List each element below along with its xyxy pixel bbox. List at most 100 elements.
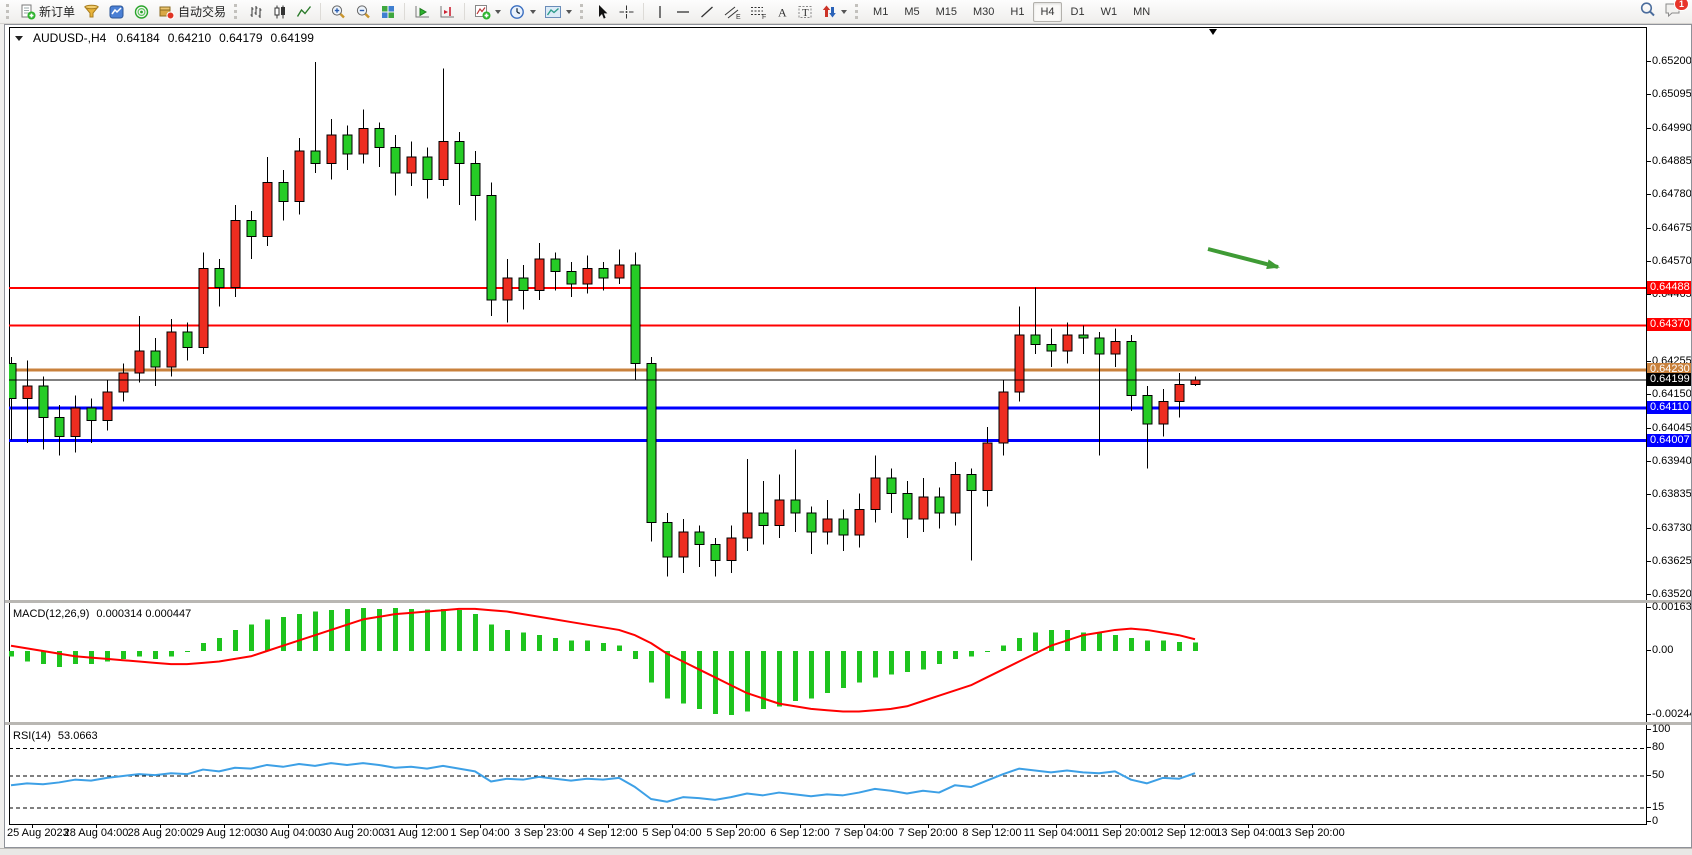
chart-canvas[interactable] (5, 25, 1691, 847)
price-tick: 0.64885 (1646, 155, 1692, 167)
price-tick: 0.64675 (1646, 221, 1692, 234)
clock-icon (510, 4, 524, 19)
crosshair-icon (619, 5, 634, 18)
time-tick: 30 Aug 04:00 (255, 827, 321, 839)
toolbar-grip[interactable] (580, 4, 586, 19)
timeframe-M15[interactable]: M15 (935, 5, 957, 18)
notification-badge: 1 (1674, 0, 1689, 11)
rsi-axis-tick: 0 (1645, 815, 1659, 827)
price-tick: 0.63940 (1646, 455, 1692, 467)
cursor-icon (599, 4, 608, 19)
auto-trading-icon (158, 4, 175, 20)
zoom-in-button[interactable] (327, 2, 350, 22)
toolbar-grip[interactable] (6, 4, 12, 19)
timeframe-D1[interactable]: D1 (1070, 5, 1085, 18)
trendline-icon (701, 6, 713, 17)
horizontal-line-tool-button[interactable] (672, 2, 694, 22)
time-tick: 31 Aug 12:00 (383, 827, 449, 839)
indicators-button[interactable] (471, 2, 504, 22)
rsi-pane-label: RSI(14) 53.0663 (13, 730, 98, 742)
chart-window[interactable]: AUDUSD-,H4 0.64184 0.64210 0.64179 0.641… (4, 24, 1692, 848)
bar-chart-icon (250, 5, 262, 18)
timeframe-M1[interactable]: M1 (873, 5, 889, 18)
auto-trading-button[interactable]: 自动交易 (155, 2, 229, 22)
chevron-down-icon (530, 9, 537, 14)
ohlc-high: 0.64210 (167, 31, 212, 45)
new-order-icon (20, 4, 36, 20)
price-tick: 0.64150 (1646, 388, 1692, 401)
price-tick: 0.65200 (1646, 55, 1692, 67)
price-tick: 0.64570 (1646, 255, 1692, 267)
bar-chart-mode-button[interactable] (245, 2, 267, 22)
horizontal-line-icon (677, 10, 690, 13)
cursor-tool-button[interactable] (591, 2, 613, 22)
crosshair-tool-button[interactable] (615, 2, 638, 22)
ohlc-close: 0.64199 (270, 31, 314, 45)
new-order-button[interactable]: 新订单 (17, 2, 78, 22)
chart-expand-icon[interactable] (15, 35, 23, 41)
time-tick: 7 Sep 04:00 (834, 827, 894, 839)
indicators-icon (475, 4, 491, 19)
auto-trading-label: 自动交易 (178, 5, 227, 19)
macd-label: MACD(12,26,9) (13, 608, 90, 620)
rsi-axis-tick: 15 (1645, 801, 1665, 814)
search-icon[interactable] (1639, 1, 1656, 23)
toolbar-grip[interactable] (234, 4, 240, 19)
toolbar-grip[interactable] (855, 4, 861, 19)
signal-icon (133, 4, 150, 20)
macd-axis-tick: 0.001635 (1646, 601, 1691, 613)
timeframe-W1[interactable]: W1 (1100, 5, 1118, 18)
time-tick: 29 Aug 12:00 (191, 827, 257, 839)
chart-shift-button[interactable] (436, 2, 459, 22)
timeframe-M5[interactable]: M5 (904, 5, 920, 18)
chart-title[interactable]: AUDUSD-,H4 0.64184 0.64210 0.64179 0.641… (15, 31, 314, 45)
new-order-label: 新订单 (39, 5, 76, 19)
candlestick-mode-button[interactable] (269, 2, 291, 22)
periods-button[interactable] (506, 2, 539, 22)
price-tag: 0.64199 (1647, 372, 1691, 386)
time-tick: 7 Sep 20:00 (898, 827, 958, 839)
templates-button[interactable] (541, 2, 575, 22)
notifications-button[interactable]: 1 (1664, 0, 1689, 23)
channel-tool-button[interactable]: E (720, 2, 744, 22)
timeframe-M30[interactable]: M30 (973, 5, 995, 18)
macd-values: 0.000314 0.000447 (96, 608, 192, 620)
rsi-label: RSI(14) (13, 730, 51, 742)
chart-shift-icon (440, 5, 455, 17)
time-tick: 5 Sep 04:00 (642, 827, 702, 839)
text-tool-button[interactable]: A (772, 2, 792, 22)
gold-funnel-icon (83, 4, 100, 20)
arrows-tool-button[interactable] (818, 2, 850, 22)
trendline-tool-button[interactable] (696, 2, 718, 22)
text-label-tool-button[interactable]: T (794, 2, 816, 22)
auto-scroll-button[interactable] (411, 2, 434, 22)
timeframe-H4[interactable]: H4 (1033, 1, 1062, 22)
text-icon: A (778, 5, 787, 19)
timeframe-MN[interactable]: MN (1133, 5, 1151, 18)
market-watch-button[interactable] (80, 2, 103, 22)
rsi-axis-tick: 100 (1645, 723, 1671, 735)
terminal-button[interactable] (105, 2, 128, 22)
price-tag: 0.64488 (1647, 281, 1691, 295)
chevron-down-icon (566, 9, 573, 14)
time-tick: 30 Aug 20:00 (319, 827, 385, 839)
chevron-down-icon (495, 9, 502, 14)
price-tick: 0.63520 (1646, 588, 1692, 601)
terminal-icon (108, 4, 125, 20)
time-tick: 12 Sep 12:00 (1151, 827, 1217, 839)
zoom-out-button[interactable] (352, 2, 375, 22)
window-bottom-strip (0, 848, 1692, 855)
equidistant-channel-icon: E (724, 6, 741, 20)
price-tick: 0.63835 (1646, 488, 1692, 501)
svg-text:T: T (802, 7, 809, 19)
vertical-line-tool-button[interactable] (650, 2, 670, 22)
toolbar-separator (320, 3, 322, 20)
line-chart-mode-button[interactable] (293, 2, 315, 22)
tile-windows-button[interactable] (377, 2, 399, 22)
time-tick: 11 Sep 20:00 (1087, 827, 1153, 839)
time-tick: 13 Sep 04:00 (1215, 827, 1281, 839)
signals-button[interactable] (130, 2, 153, 22)
fibonacci-tool-button[interactable]: F (746, 2, 770, 22)
timeframe-H1[interactable]: H1 (1010, 5, 1025, 18)
price-tick: 0.64780 (1646, 188, 1692, 201)
